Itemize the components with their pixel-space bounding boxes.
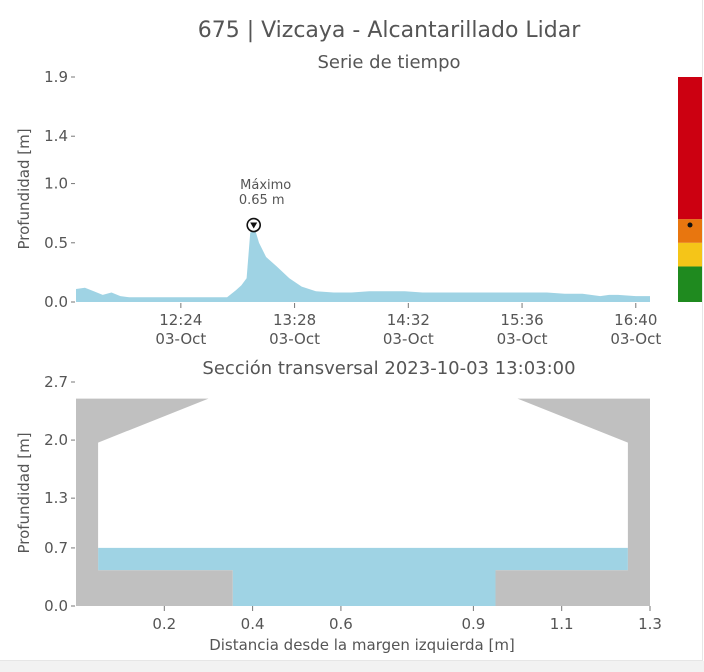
ts-ylabel: Profundidad [m] (15, 128, 33, 249)
xtick-label: 1.3 (638, 615, 662, 633)
channel-wall (76, 398, 233, 606)
xtick-label: 13:28 (273, 311, 316, 329)
depth-area (76, 225, 650, 302)
ytick-label: 0.7 (44, 539, 68, 557)
level-bar-marker (687, 222, 693, 228)
cross-section-plot: 0.0 0.7 1.3 2.0 2.7 0.2 0.4 0.6 0.9 1.1 1.3 (44, 373, 662, 633)
xtick-date-label: 03-Oct (497, 330, 548, 348)
level-bar-segment (678, 219, 702, 243)
xtick-label: 12:24 (159, 311, 202, 329)
xs-xlabel: Distancia desde la margen izquierda [m] (209, 636, 515, 654)
xs-title: Sección transversal 2023-10-03 13:03:00 (202, 358, 575, 379)
xtick-date-label: 03-Oct (155, 330, 206, 348)
xtick-label: 0.4 (241, 615, 265, 633)
ytick-label: 0.5 (44, 234, 68, 252)
xtick-label: 14:32 (387, 311, 430, 329)
ytick-label: 0.0 (44, 597, 68, 615)
xtick-label: 1.1 (550, 615, 574, 633)
water-area (98, 547, 628, 606)
xtick-date-label: 03-Oct (269, 330, 320, 348)
timeseries-plot: 0.00.51.01.41.912:2403-Oct13:2803-Oct14:… (44, 68, 661, 348)
page-title: 675 | Vizcaya - Alcantarillado Lidar (198, 18, 582, 43)
ytick-label: 2.7 (44, 373, 68, 391)
xtick-date-label: 03-Oct (383, 330, 434, 348)
ytick-label: 0.0 (44, 293, 68, 311)
xtick-date-label: 03-Oct (610, 330, 661, 348)
footer-strip (0, 661, 704, 672)
xtick-label: 0.6 (329, 615, 353, 633)
max-marker-arrow (250, 222, 258, 229)
max-annotation-value: 0.65 m (239, 193, 285, 208)
xs-ylabel: Profundidad [m] (15, 432, 33, 553)
ytick-label: 1.3 (44, 489, 68, 507)
max-annotation-label: Máximo (240, 178, 291, 193)
level-bar-segment (678, 242, 702, 267)
level-bar-segment (678, 266, 702, 302)
ts-title: Serie de tiempo (317, 52, 460, 73)
ytick-label: 1.4 (44, 127, 68, 145)
xtick-label: 16:40 (614, 311, 657, 329)
xtick-label: 0.9 (461, 615, 485, 633)
ytick-label: 2.0 (44, 431, 68, 449)
xtick-label: 15:36 (500, 311, 543, 329)
level-bar-segment (678, 77, 702, 220)
ytick-label: 1.9 (44, 68, 68, 86)
ytick-label: 1.0 (44, 175, 68, 193)
level-bar (678, 77, 702, 302)
channel-wall (495, 398, 650, 606)
xtick-label: 0.2 (152, 615, 176, 633)
